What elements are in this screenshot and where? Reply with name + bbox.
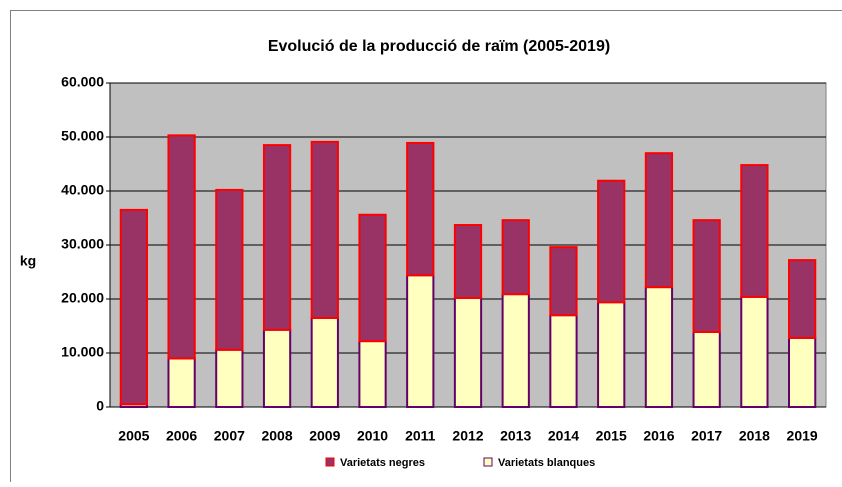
x-tick-label: 2014 xyxy=(548,428,579,444)
x-tick-label: 2019 xyxy=(787,428,818,444)
bar xyxy=(550,247,576,315)
legend-label: Varietats negres xyxy=(340,457,425,469)
bar xyxy=(646,153,672,287)
legend-swatch xyxy=(326,458,334,466)
x-tick-label: 2013 xyxy=(500,428,531,444)
chart-title: Evolució de la producció de raïm (2005-2… xyxy=(268,38,610,55)
y-tick-label: 20.000 xyxy=(61,290,104,306)
bar xyxy=(741,297,767,407)
y-tick-label: 30.000 xyxy=(61,236,104,252)
bar xyxy=(121,210,147,404)
bar xyxy=(312,318,338,407)
y-tick-label: 40.000 xyxy=(61,182,104,198)
y-tick-label: 0 xyxy=(96,398,104,414)
bar xyxy=(264,330,290,407)
legend-label: Varietats blanques xyxy=(498,457,595,469)
bar xyxy=(455,298,481,407)
x-tick-label: 2007 xyxy=(214,428,245,444)
bar xyxy=(741,165,767,297)
bar xyxy=(359,341,385,407)
y-tick-label: 10.000 xyxy=(61,344,104,360)
bar xyxy=(168,358,194,407)
bar xyxy=(550,315,576,407)
bar xyxy=(789,338,815,407)
x-tick-label: 2009 xyxy=(309,428,340,444)
x-tick-label: 2016 xyxy=(643,428,674,444)
bar xyxy=(694,332,720,407)
bar xyxy=(503,294,529,407)
x-tick-label: 2008 xyxy=(261,428,292,444)
x-tick-label: 2017 xyxy=(691,428,722,444)
bar xyxy=(646,287,672,407)
bar xyxy=(789,260,815,338)
bar xyxy=(694,220,720,332)
x-tick-label: 2015 xyxy=(596,428,627,444)
bar xyxy=(598,181,624,302)
y-axis-label: kg xyxy=(20,253,36,269)
bar xyxy=(216,350,242,407)
x-tick-label: 2010 xyxy=(357,428,388,444)
x-tick-label: 2006 xyxy=(166,428,197,444)
bar xyxy=(216,190,242,350)
bar xyxy=(407,275,433,407)
x-tick-label: 2012 xyxy=(452,428,483,444)
legend-swatch xyxy=(484,458,492,466)
bar xyxy=(359,215,385,341)
x-tick-label: 2011 xyxy=(405,428,436,444)
bar xyxy=(407,143,433,275)
bar xyxy=(168,135,194,358)
x-tick-label: 2018 xyxy=(739,428,770,444)
bar xyxy=(312,142,338,318)
y-tick-label: 50.000 xyxy=(61,128,104,144)
bar xyxy=(264,145,290,330)
bar xyxy=(598,302,624,407)
bar xyxy=(455,225,481,298)
y-tick-label: 60.000 xyxy=(61,74,104,90)
x-tick-label: 2005 xyxy=(118,428,149,444)
bar xyxy=(503,220,529,294)
